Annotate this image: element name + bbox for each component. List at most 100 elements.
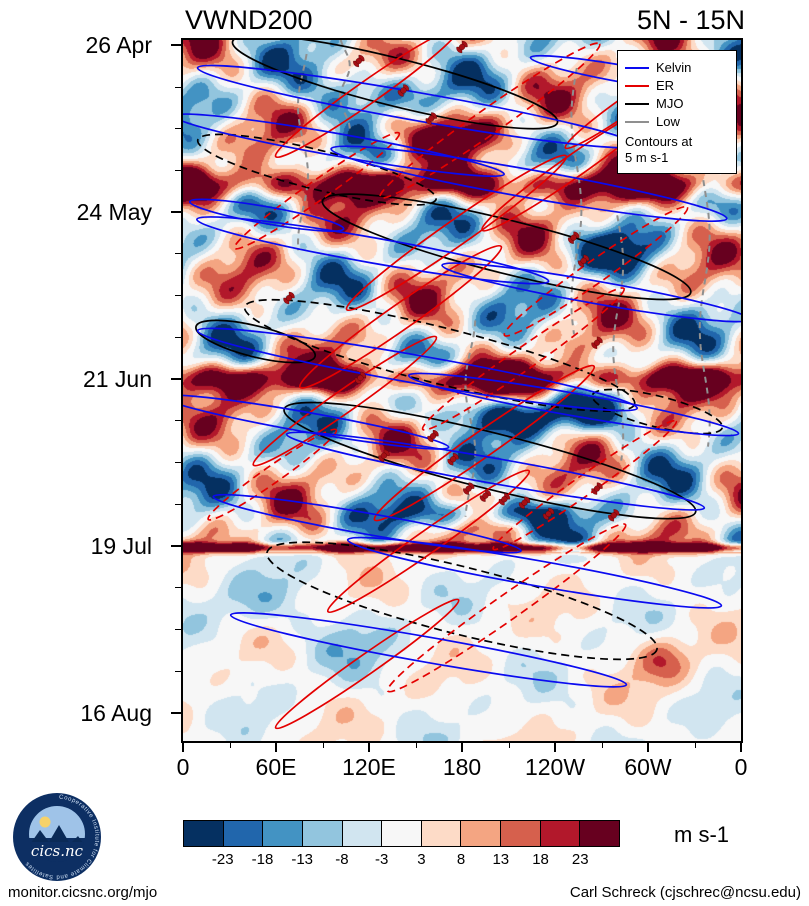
cics-nc-logo: Cooperative Institute for Climate and Sa… — [13, 793, 101, 881]
colorbar-tick-label: -3 — [374, 851, 389, 868]
mjo-contour — [266, 541, 658, 661]
colorbar-cell — [183, 820, 224, 847]
tropical-cyclone-marker — [498, 493, 511, 506]
kelvin-contour — [196, 216, 550, 285]
low-track-contour — [296, 53, 310, 251]
y-minor-tick — [175, 462, 181, 463]
footer-credit: Carl Schreck (cjschrec@ncsu.edu) — [569, 884, 801, 901]
x-tick-label: 120E — [342, 754, 396, 780]
x-major-tick — [275, 743, 278, 752]
mjo-contour — [195, 319, 317, 364]
tropical-cyclone-marker — [283, 291, 295, 305]
er-contour — [373, 364, 596, 522]
x-minor-tick — [694, 743, 696, 748]
colorbar-cell — [341, 820, 383, 847]
y-minor-tick — [175, 587, 181, 589]
y-tick-label: 21 Jun — [82, 366, 152, 393]
low-track-contour — [612, 215, 625, 461]
legend-label-low: Low — [656, 114, 680, 129]
kelvin-line-sample — [625, 66, 649, 69]
colorbar-cell — [500, 820, 541, 847]
y-minor-tick — [175, 170, 181, 172]
colorbar-tick-label: 18 — [532, 851, 549, 868]
mjo-contour — [283, 401, 697, 520]
mjo-contour — [321, 193, 692, 301]
mjo-contour — [591, 388, 724, 435]
colorbar-cell — [420, 820, 462, 847]
kelvin-contour — [229, 611, 628, 688]
colorbar-cell — [539, 820, 581, 847]
low-track-contour — [570, 67, 583, 335]
kelvin-contour — [188, 198, 345, 232]
kelvin-contour — [330, 145, 728, 223]
colorbar-tick-label: -18 — [251, 851, 274, 868]
x-major-tick — [554, 743, 557, 752]
colorbar-tick-label: 3 — [417, 851, 426, 868]
tropical-cyclone-marker — [577, 254, 590, 267]
footer-url: monitor.cicsnc.org/mjo — [8, 884, 158, 901]
colorbar-cell — [262, 820, 303, 847]
kelvin-contour — [196, 327, 639, 412]
colorbar-tick-label: -8 — [335, 851, 349, 868]
colorbar-cell — [460, 820, 502, 847]
tropical-cyclone-marker — [591, 336, 603, 349]
er-contour — [345, 154, 568, 312]
y-tick-label: 26 Apr — [85, 31, 153, 58]
y-minor-tick — [175, 253, 181, 255]
colorbar-cell — [222, 820, 264, 847]
colorbar-tick-label: 23 — [571, 851, 589, 868]
mjo-contour — [196, 133, 437, 206]
mjo-contour — [231, 40, 559, 130]
tropical-cyclone-marker — [456, 40, 468, 54]
tropical-cyclone-marker — [479, 489, 492, 502]
tropical-cyclone-marker — [447, 453, 459, 466]
er-contour — [379, 42, 601, 199]
y-minor-tick — [175, 628, 181, 630]
kelvin-contour — [346, 536, 723, 609]
legend-note-line2: 5 m s-1 — [625, 150, 669, 165]
legend-label-kelvin: Kelvin — [656, 60, 692, 75]
legend: Kelvin ER MJO Low Contours at 5 m s-1 — [617, 50, 737, 174]
tropical-cyclone-marker — [567, 231, 580, 244]
x-tick-label: 120W — [524, 754, 586, 780]
legend-label-mjo: MJO — [656, 96, 684, 111]
x-major-tick — [740, 743, 742, 752]
y-minor-tick — [175, 86, 181, 88]
x-minor-tick — [322, 743, 324, 748]
low-track-contour — [698, 180, 711, 447]
er-contour — [386, 523, 627, 693]
er-contour — [252, 335, 438, 467]
contour-overlay — [183, 40, 741, 730]
logo-wordmark: cics.nc — [31, 842, 84, 860]
y-minor-tick — [175, 420, 181, 422]
er-contour — [503, 205, 689, 337]
colorbar-cell — [579, 820, 621, 847]
tropical-cyclone-marker — [378, 449, 390, 462]
logo-sun — [39, 816, 51, 828]
x-major-tick — [182, 743, 184, 752]
colorbar-tick-label: -13 — [291, 851, 314, 868]
er-contour — [421, 287, 625, 431]
tropical-cyclone-marker — [397, 84, 410, 97]
latitude-band-label: 5N - 15N — [636, 5, 745, 35]
er-contour — [492, 419, 678, 551]
colorbar: -23 -18 -13 -8 -3 3 8 13 18 23 — [183, 820, 621, 876]
x-minor-tick — [508, 743, 510, 748]
y-tick-label: 19 Jul — [90, 533, 152, 560]
mjo-line-sample — [625, 102, 649, 105]
er-contour — [326, 469, 531, 614]
low-track-contour — [338, 40, 351, 132]
chart-title: VWND200 — [185, 5, 313, 35]
y-tick-label: 24 May — [76, 198, 152, 225]
colorbar-cell — [381, 820, 422, 847]
x-major-tick — [461, 743, 463, 752]
y-minor-tick — [175, 336, 181, 338]
x-tick-label: 60W — [624, 754, 672, 780]
logo-art — [29, 806, 85, 862]
tropical-cyclone-marker — [353, 54, 365, 68]
er-contour — [298, 244, 503, 389]
tropical-cyclone-marker — [463, 482, 475, 495]
x-minor-tick — [415, 743, 417, 748]
y-major-tick — [171, 43, 181, 46]
tropical-cyclone-marker — [518, 496, 531, 509]
